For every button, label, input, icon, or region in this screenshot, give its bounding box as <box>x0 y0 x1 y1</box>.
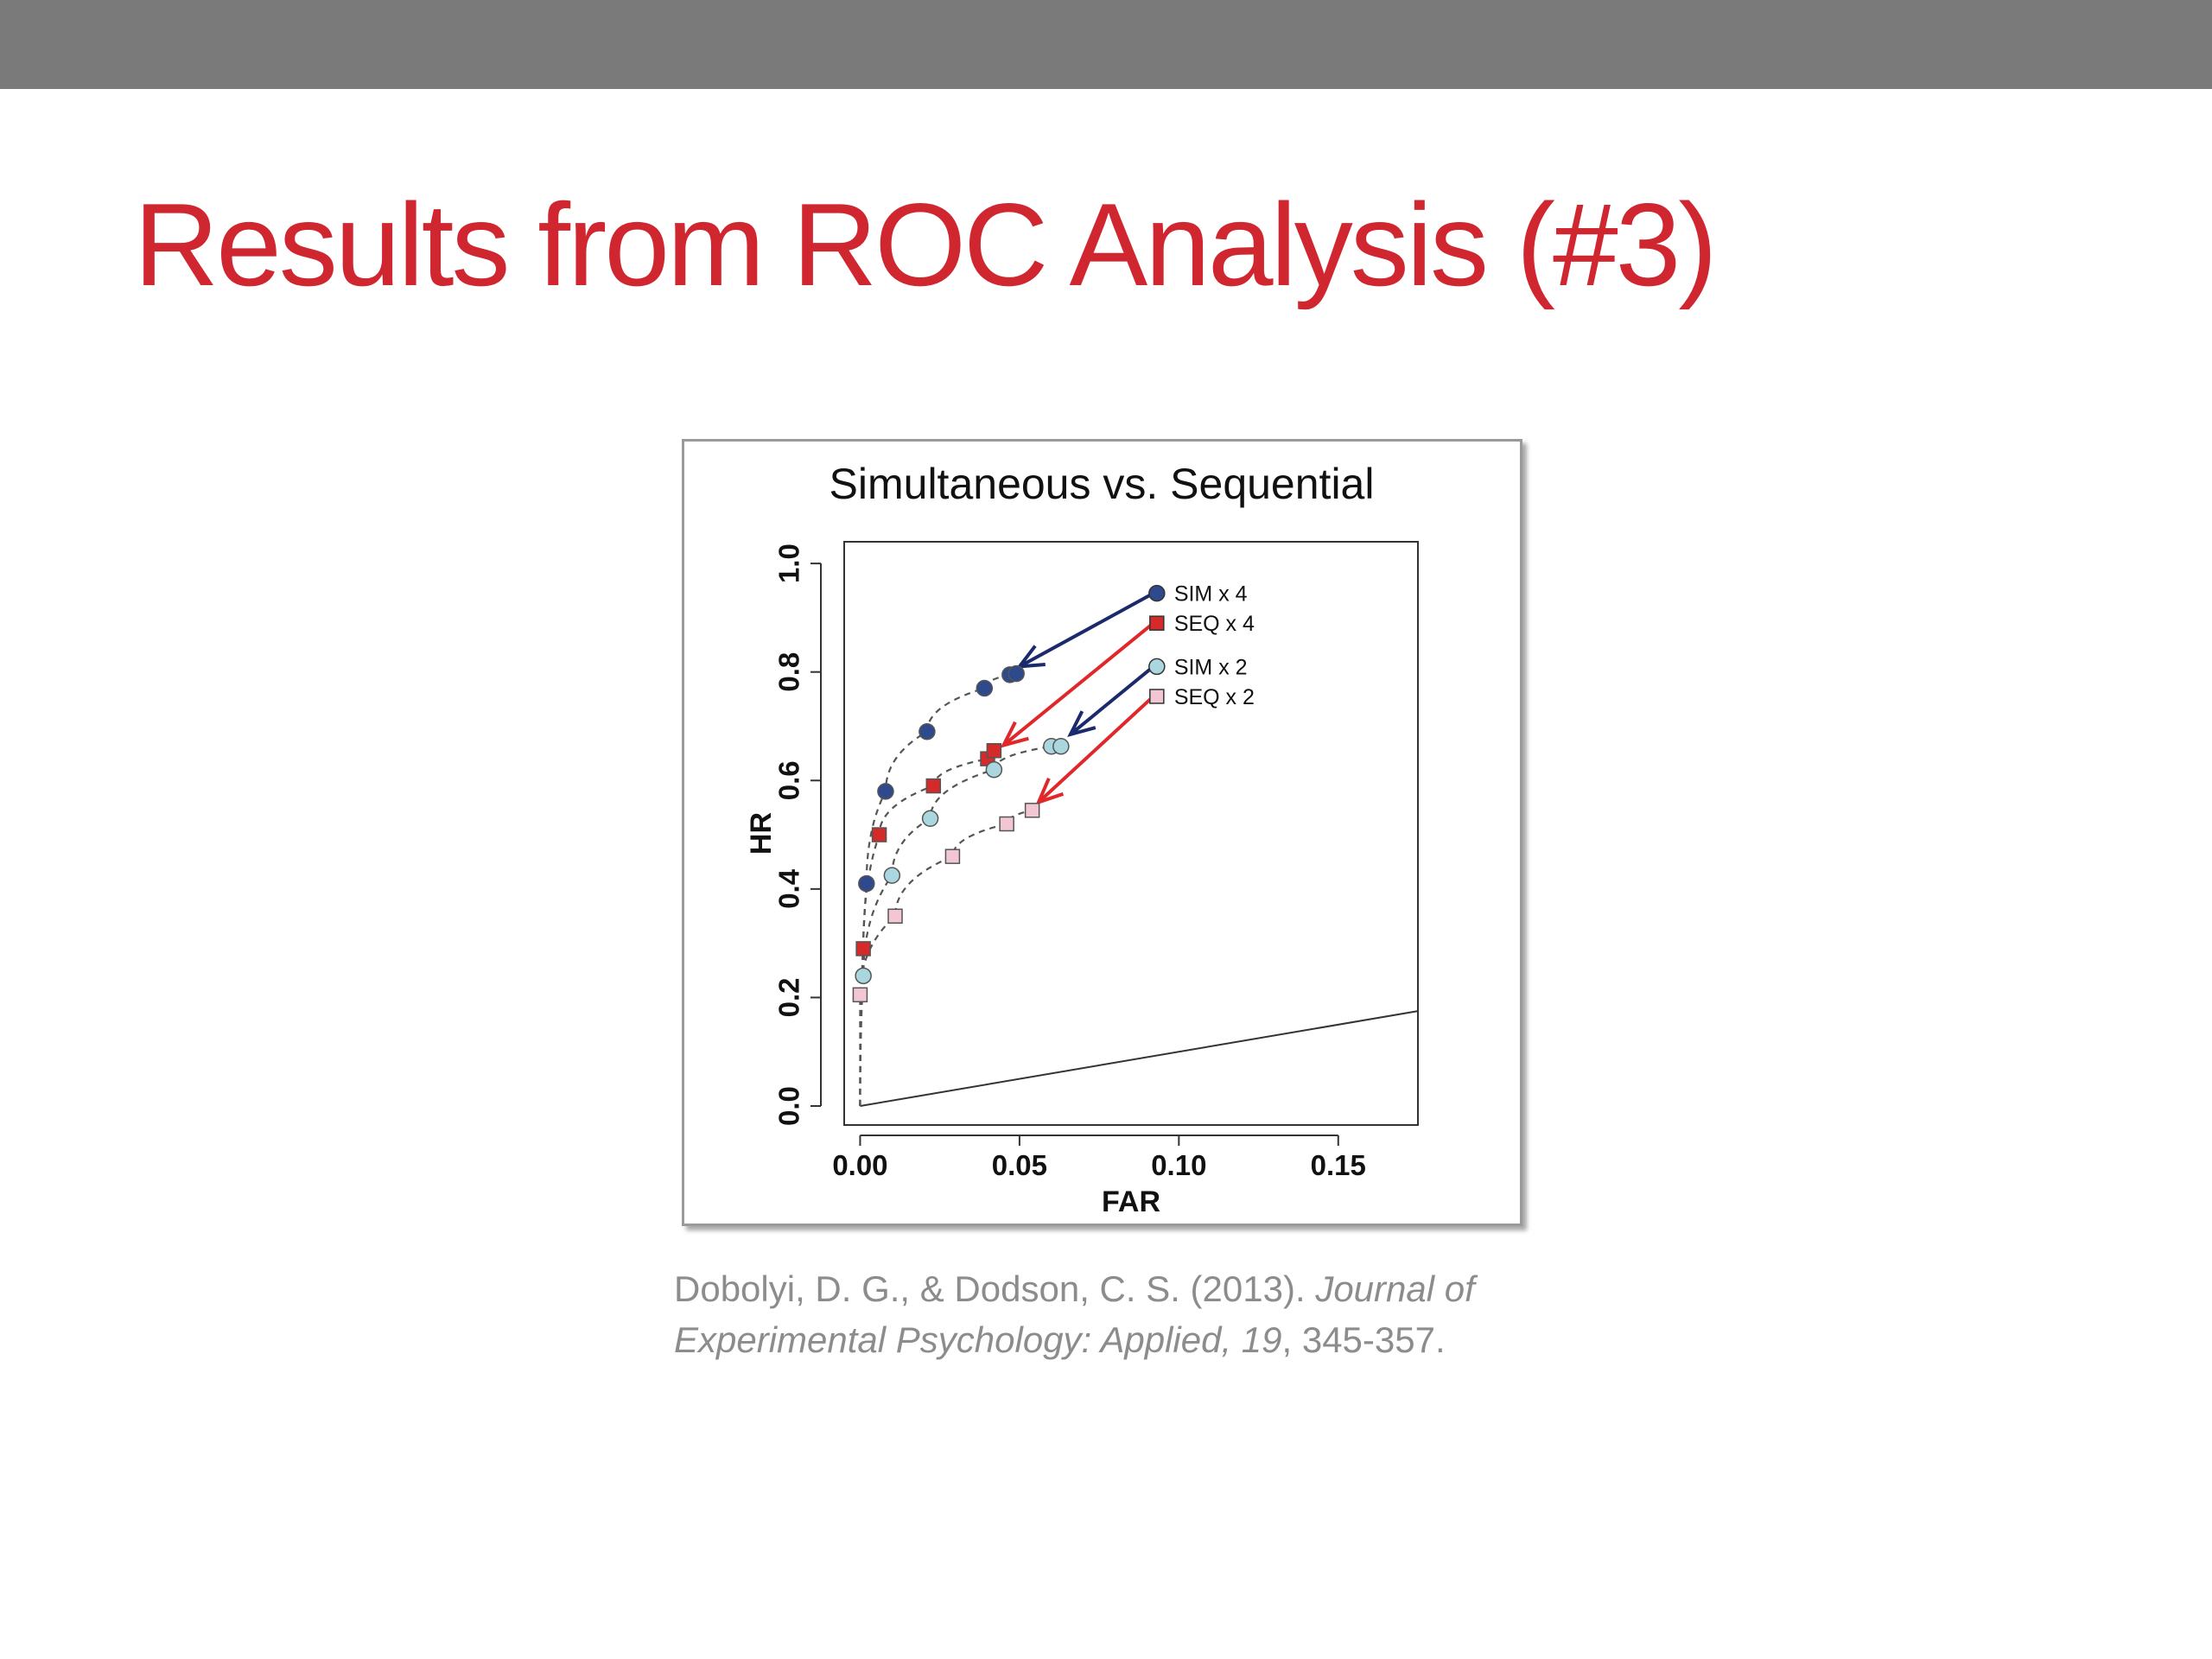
citation-line-1: Dobolyi, D. G., & Dodson, C. S. (2013). … <box>674 1263 1475 1314</box>
legend-label: SIM x 4 <box>1174 582 1248 607</box>
plot-area <box>843 541 1419 1126</box>
chance-line <box>860 1010 1419 1108</box>
roc-curve <box>859 745 1061 1107</box>
data-point <box>1024 803 1040 818</box>
citation-journal-part2: Experimental Psychology: Applied, 19 <box>674 1319 1282 1360</box>
legend-label: SEQ x 2 <box>1174 685 1255 709</box>
legend-marker <box>1148 584 1166 602</box>
data-point <box>1007 664 1025 683</box>
x-axis-label: FAR <box>1102 1185 1160 1218</box>
arrow-head <box>1000 721 1029 748</box>
citation-authors: Dobolyi, D. G., & Dodson, C. S. (2013). <box>674 1268 1316 1309</box>
data-point <box>976 679 994 697</box>
legend-marker <box>1149 689 1165 704</box>
x-tick-label: 0.15 <box>1311 1149 1366 1181</box>
citation: Dobolyi, D. G., & Dodson, C. S. (2013). … <box>674 1263 1475 1365</box>
legend-marker <box>1149 615 1165 631</box>
arrow-line <box>1018 591 1154 669</box>
x-tick-label: 0.10 <box>1151 1149 1206 1181</box>
legend-label: SIM x 2 <box>1174 655 1248 679</box>
data-point <box>921 810 939 827</box>
data-point <box>944 849 961 864</box>
citation-line-2: Experimental Psychology: Applied, 19, 34… <box>674 1314 1475 1365</box>
arrow-head <box>1035 778 1065 805</box>
figure-frame: SIM x 4 SEQ x 4 SIM x 2 SEQ x 2 0.00 0.05 0.1… <box>682 439 1522 1226</box>
data-point <box>925 778 942 794</box>
data-point <box>918 723 936 741</box>
data-point <box>871 827 887 842</box>
arrow-line <box>1069 664 1155 736</box>
data-point <box>855 967 872 985</box>
data-point <box>986 742 1002 759</box>
arrow-line <box>1037 695 1155 804</box>
data-point <box>999 816 1014 832</box>
citation-pages: , 345-357. <box>1281 1319 1446 1360</box>
data-point <box>877 783 894 800</box>
citation-journal-part1: Journal of <box>1315 1268 1475 1309</box>
y-tick-label: 0.4 <box>773 868 805 909</box>
top-bar <box>0 0 2212 89</box>
x-tick-label: 0.05 <box>992 1149 1047 1181</box>
arrow-line <box>1002 621 1155 747</box>
data-point <box>887 908 903 925</box>
roc-curve <box>859 809 1033 1107</box>
slide-title: Results from ROC Analysis (#3) <box>134 179 1718 310</box>
legend-marker <box>1148 658 1166 676</box>
roc-curve <box>859 672 1017 1107</box>
data-point <box>1052 737 1070 755</box>
roc-chart: SIM x 4 SEQ x 4 SIM x 2 SEQ x 2 0.00 0.05 0.1… <box>745 460 1419 1218</box>
y-tick-label: 0.6 <box>773 760 805 800</box>
y-tick-label: 0.8 <box>773 652 805 692</box>
y-tick-label: 0.0 <box>773 1086 805 1126</box>
y-axis-label: HR <box>745 812 778 855</box>
chart-title: Simultaneous vs. Sequential <box>830 460 1375 508</box>
y-tick-label: 1.0 <box>773 543 805 583</box>
y-tick-label: 0.2 <box>773 978 805 1018</box>
data-point <box>883 867 901 884</box>
data-point <box>858 874 875 893</box>
data-point <box>852 987 868 1003</box>
arrow-head <box>1067 710 1096 738</box>
data-point <box>985 760 1003 779</box>
x-tick-label: 0.00 <box>832 1149 887 1181</box>
data-point <box>855 941 871 957</box>
legend-label: SEQ x 4 <box>1174 612 1255 636</box>
